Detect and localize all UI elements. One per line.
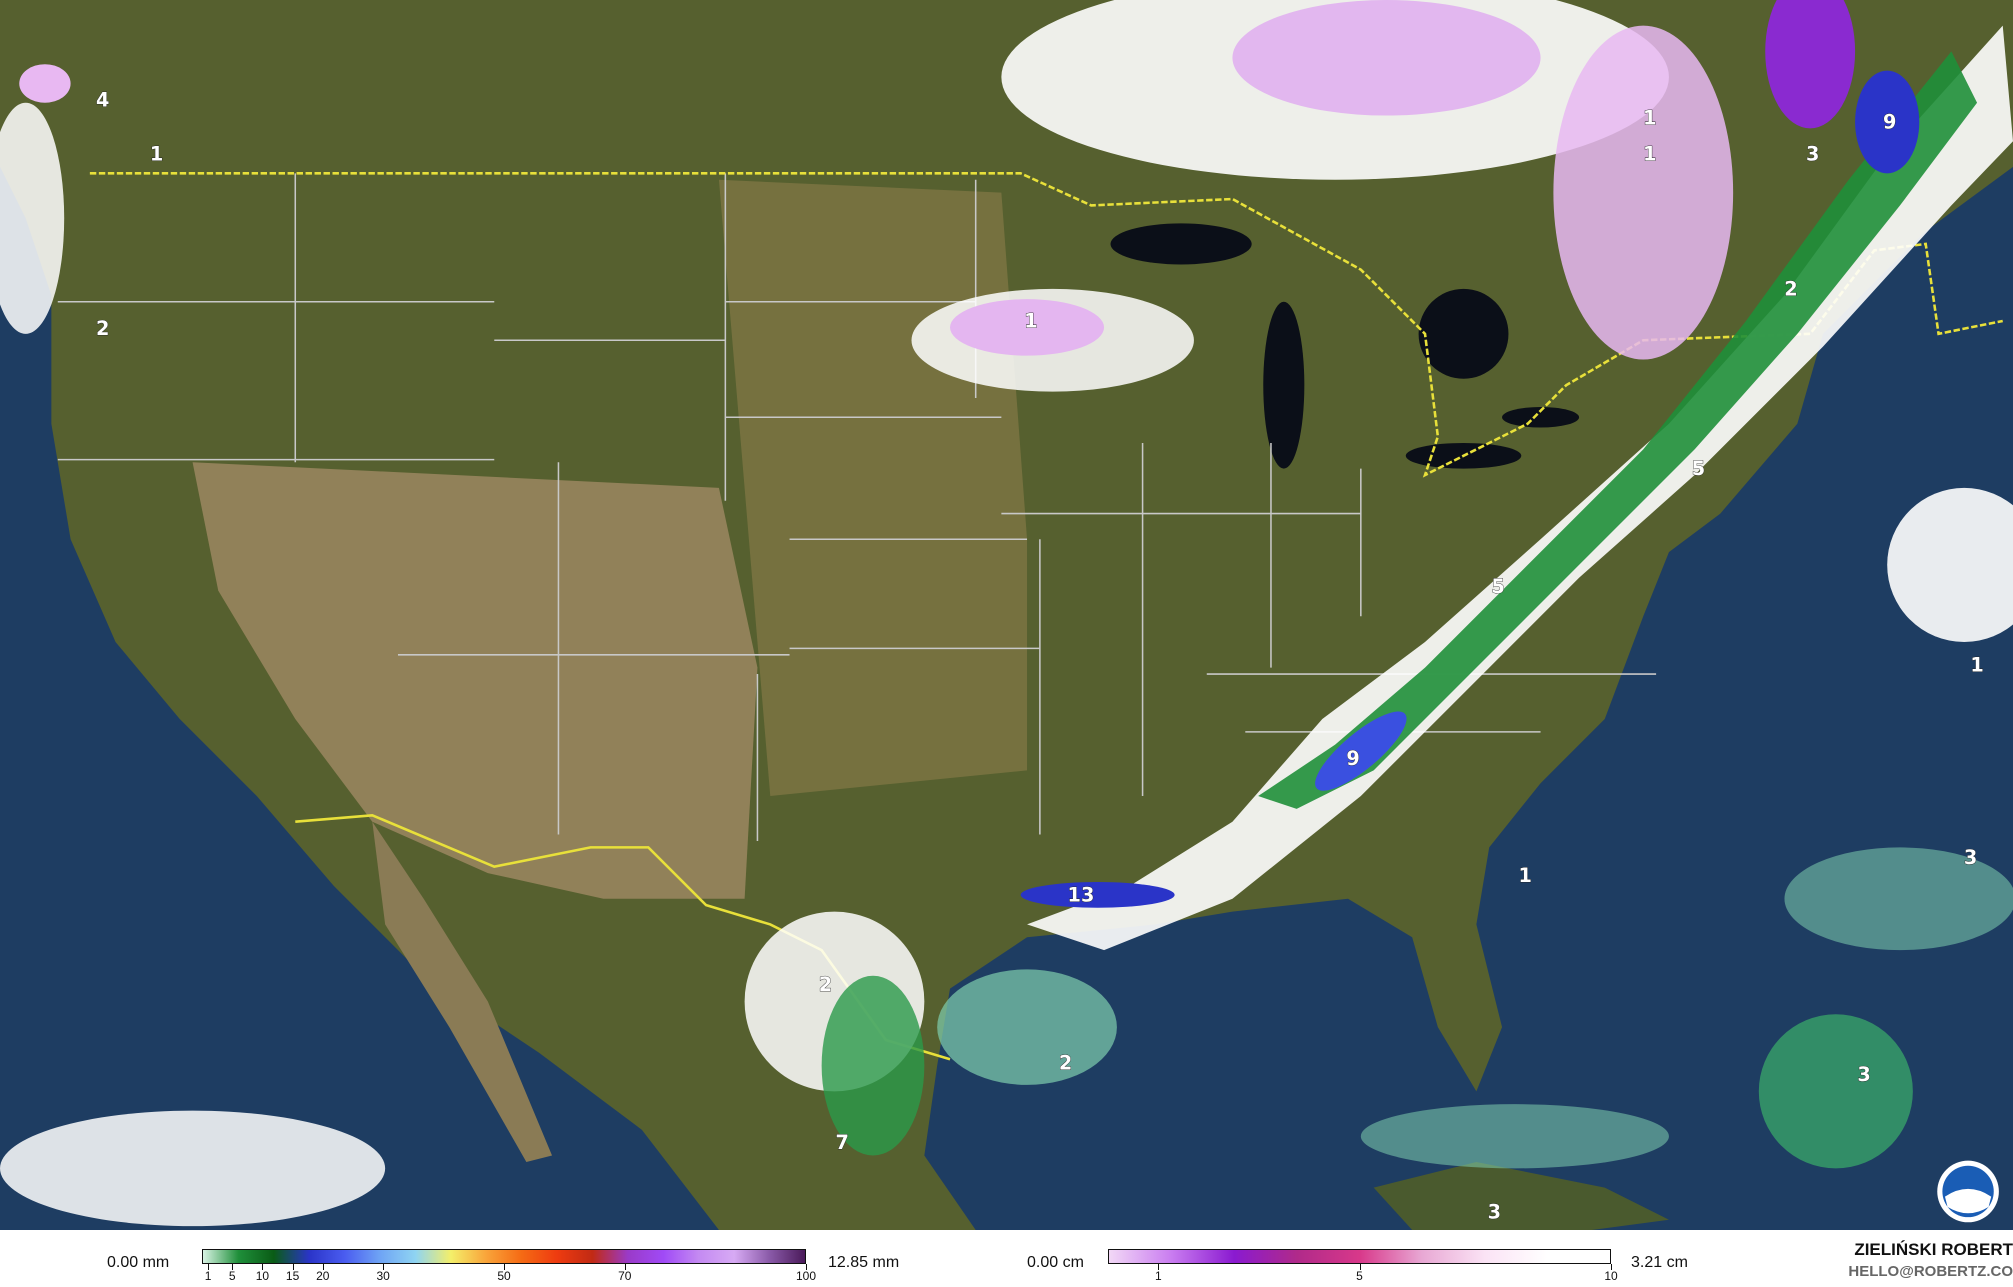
precip-value-label: 4	[96, 89, 109, 112]
desert-west	[192, 462, 758, 899]
precip-value-label: 9	[1883, 110, 1896, 133]
rain-tick	[232, 1264, 234, 1270]
precip-value-label: 1	[1518, 864, 1531, 887]
rain-tick	[504, 1264, 505, 1270]
precip-value-label: 1	[1024, 309, 1037, 332]
baja-peninsula	[372, 821, 553, 1162]
precip-value-label: 2	[1059, 1052, 1072, 1075]
precipitation-overlay	[0, 0, 2013, 1227]
snow-tick-label: 1	[1154, 1269, 1162, 1283]
snow-tick-label: 10	[1604, 1269, 1618, 1283]
precip-value-label: 2	[96, 317, 109, 340]
precip-value-label: 2	[1784, 277, 1797, 300]
great-lakes	[1110, 223, 1580, 469]
precip-value-label: 9	[1346, 747, 1359, 770]
rain-tick-label: 1	[204, 1269, 212, 1283]
precip-value-label: 3	[1488, 1200, 1501, 1223]
rain-tick	[383, 1264, 385, 1270]
great-plains	[718, 179, 1028, 797]
precip-value-label: 3	[1806, 142, 1819, 165]
rain-tick-label: 5	[228, 1269, 236, 1283]
rain-tick-label: 100	[795, 1269, 817, 1283]
cuba	[1373, 1161, 1669, 1230]
snow-tick	[1359, 1264, 1361, 1270]
precip-value-label: 1	[150, 142, 163, 165]
precip-value-label: 3	[1964, 846, 1977, 869]
precip-value-label: 13	[1068, 883, 1095, 906]
precip-value-label: 5	[1692, 457, 1705, 480]
rain-color-scale	[202, 1249, 806, 1264]
precip-value-label: 5	[1491, 575, 1504, 598]
precip-value-label: 3	[1857, 1063, 1870, 1086]
rain-tick	[806, 1264, 807, 1270]
rain-tick-label: 10	[255, 1269, 270, 1283]
rain-tick-label: 70	[618, 1269, 632, 1283]
precip-value-label: 1	[1970, 653, 1983, 676]
rain-tick-label: 30	[376, 1269, 390, 1283]
rain-tick	[262, 1264, 264, 1270]
snow-max-label: 3.21 cm	[1631, 1254, 1688, 1271]
rain-min-label: 0.00 mm	[107, 1254, 170, 1271]
snow-min-label: 0.00 cm	[1027, 1254, 1084, 1271]
rain-tick-label: 15	[285, 1269, 300, 1283]
rain-max-label: 12.85 mm	[828, 1254, 900, 1271]
credit-email: HELLO@ROBERTZ.CO	[1848, 1263, 2013, 1280]
precip-value-label: 1	[1643, 107, 1656, 130]
precip-value-label: 2	[819, 973, 832, 996]
snow-color-scale	[1108, 1249, 1611, 1264]
rain-tick-label: 20	[316, 1269, 330, 1283]
precip-value-label: 1	[1643, 142, 1656, 165]
precip-value-label: 7	[835, 1131, 848, 1154]
rain-tick	[292, 1264, 294, 1270]
noaa-logo	[1937, 1160, 1999, 1223]
rain-tick	[322, 1264, 324, 1270]
rain-tick	[208, 1264, 210, 1270]
snow-tick	[1158, 1264, 1160, 1270]
snow-tick	[1611, 1264, 1612, 1270]
snow-tick-label: 5	[1356, 1269, 1363, 1283]
rain-tick	[624, 1264, 626, 1270]
legend: 0.00 mm 1 5 10 15 20 30 50 70 100 12.85 mm 0.00 …	[0, 1230, 2013, 1287]
credit-name: ZIELIŃSKI ROBERT	[1854, 1240, 2013, 1259]
rain-tick-label: 50	[497, 1269, 511, 1283]
